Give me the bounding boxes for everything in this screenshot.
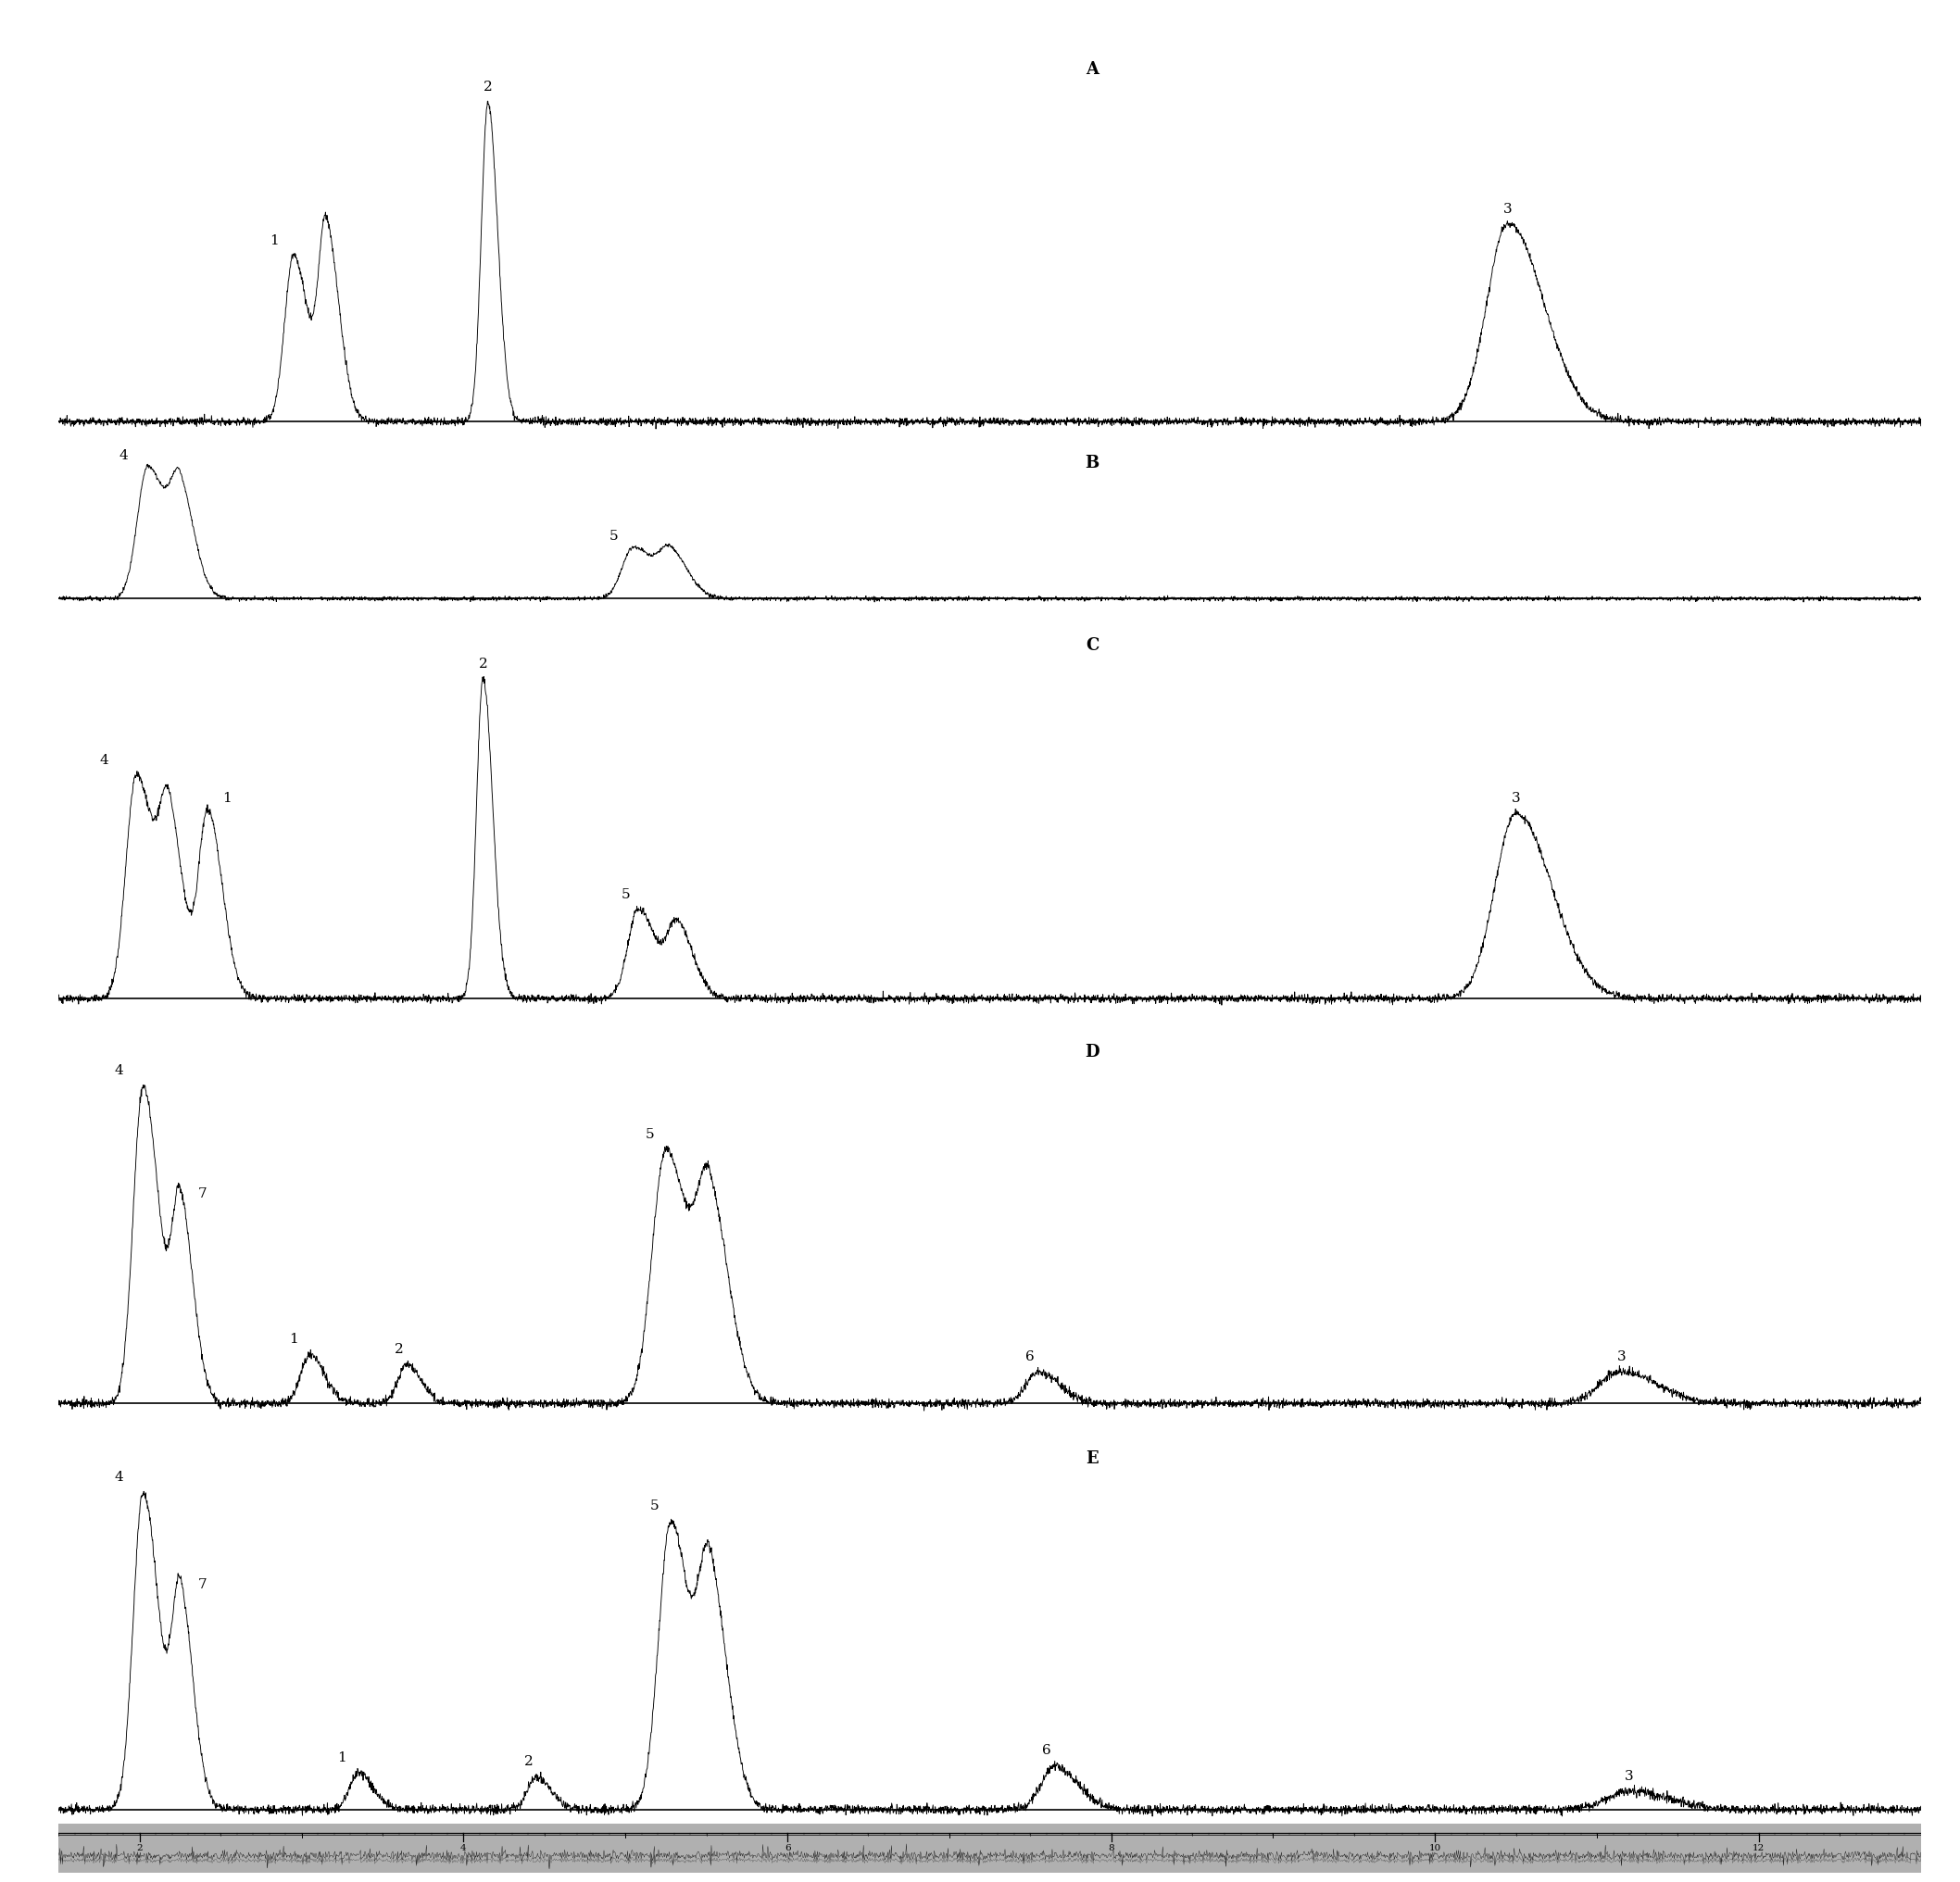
Text: 2: 2	[137, 1844, 143, 1852]
Text: 4: 4	[461, 1844, 466, 1852]
Text: 4: 4	[120, 450, 127, 463]
Text: 5: 5	[610, 531, 619, 544]
Text: B: B	[1086, 455, 1100, 472]
Text: 4: 4	[114, 1470, 123, 1483]
Text: 2: 2	[478, 657, 488, 670]
Text: C: C	[1086, 638, 1100, 655]
Text: 3: 3	[1511, 792, 1521, 805]
Text: 1: 1	[288, 1332, 298, 1346]
Text: 3: 3	[1625, 1769, 1635, 1782]
Text: 1: 1	[270, 235, 278, 247]
Text: 6: 6	[1025, 1349, 1035, 1363]
Text: 4: 4	[100, 753, 108, 766]
Text: 5: 5	[621, 888, 629, 901]
Text: D: D	[1086, 1045, 1100, 1061]
Text: 10: 10	[1429, 1844, 1441, 1852]
Text: 1: 1	[223, 792, 231, 805]
Text: 8: 8	[1107, 1844, 1115, 1852]
Text: 4: 4	[114, 1065, 123, 1077]
Text: E: E	[1086, 1451, 1098, 1466]
Text: 5: 5	[651, 1500, 659, 1513]
Text: 1: 1	[337, 1752, 347, 1765]
Text: 2: 2	[394, 1344, 404, 1355]
Text: 5: 5	[645, 1127, 655, 1140]
Text: A: A	[1086, 60, 1100, 77]
Text: 7: 7	[198, 1188, 208, 1201]
Text: 3: 3	[1503, 203, 1513, 215]
Text: 7: 7	[198, 1579, 208, 1592]
Text: 2: 2	[484, 81, 492, 94]
Text: 3: 3	[1617, 1349, 1625, 1363]
Text: 6: 6	[1043, 1745, 1051, 1758]
Text: 12: 12	[1752, 1844, 1766, 1852]
Text: 2: 2	[523, 1756, 533, 1767]
Text: 6: 6	[784, 1844, 790, 1852]
